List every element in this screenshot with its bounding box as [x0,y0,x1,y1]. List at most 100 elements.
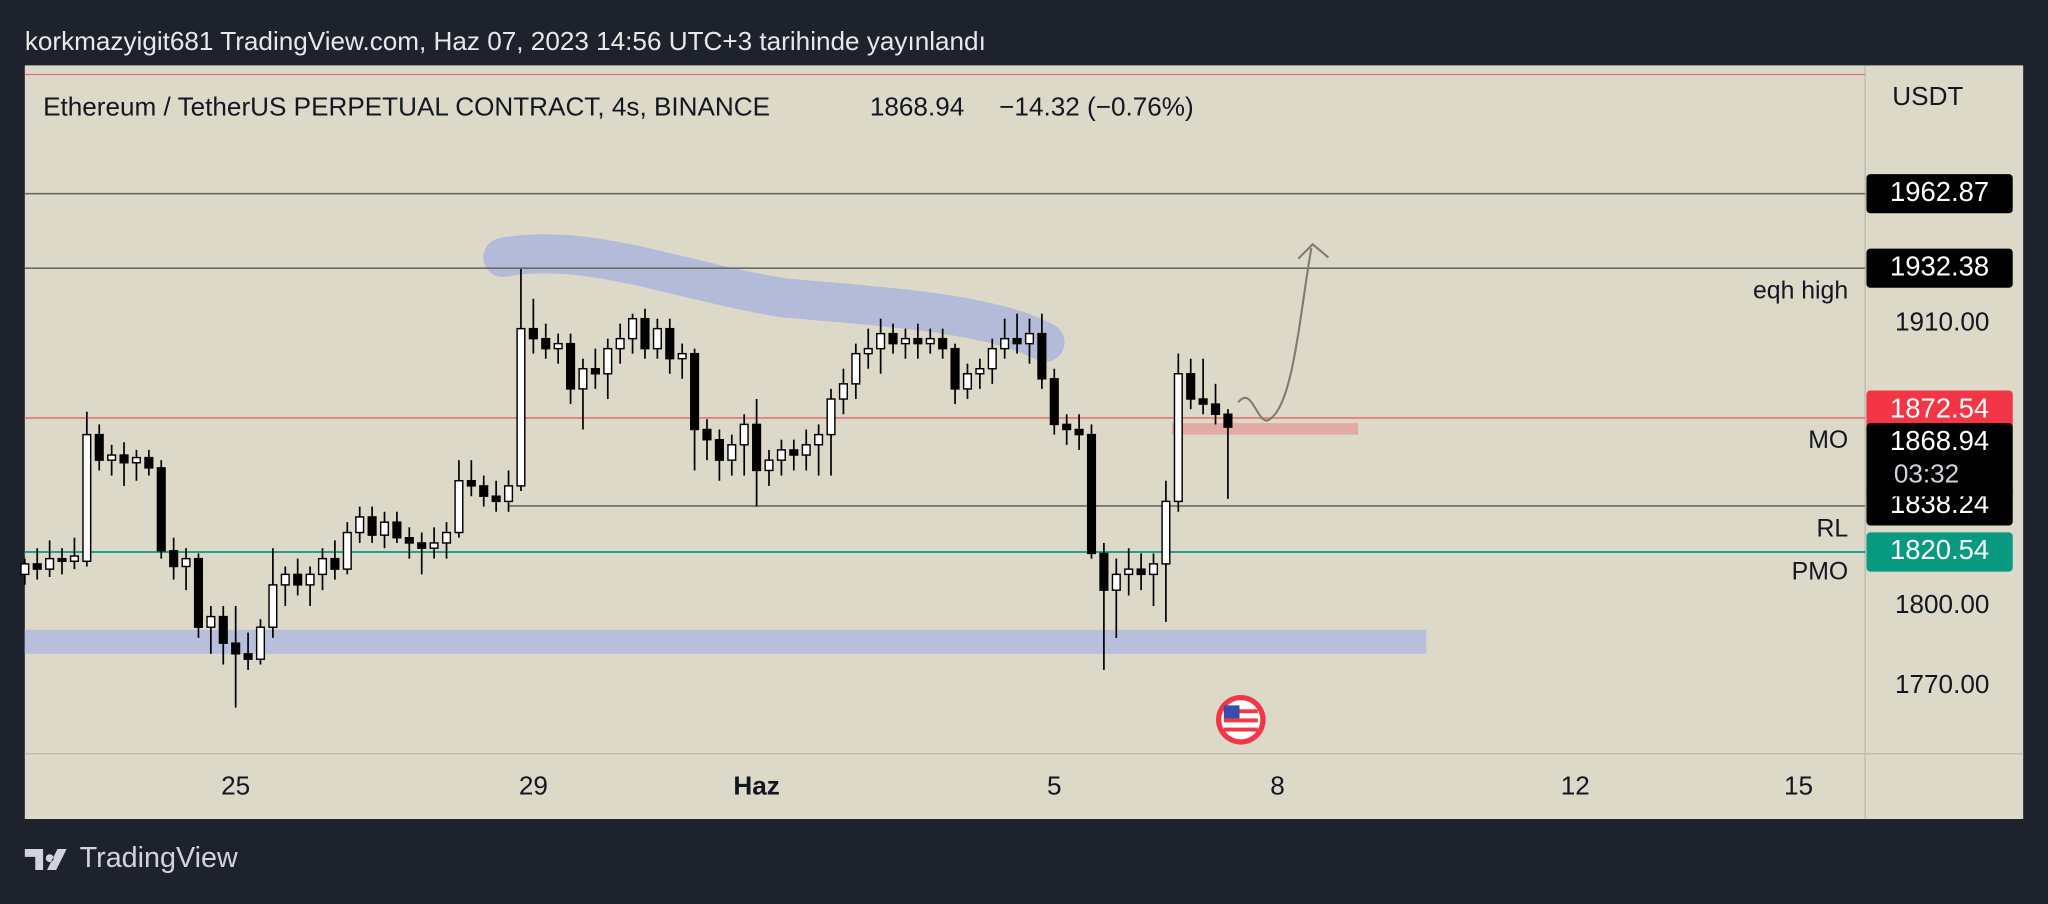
projection-arrow [1237,242,1329,422]
zones [24,423,1427,654]
y-tick-label: 1910.00 [1895,307,1989,337]
candle-body [987,347,997,370]
y-tick-label: 1770.00 [1895,669,1989,699]
candle-body [1173,373,1183,503]
candle-body [776,449,786,461]
candle-body [206,615,216,628]
candle-body [231,642,241,655]
level-price-tag-bg [1866,390,2013,430]
candle-body [962,373,973,390]
level-price-tag: 1820.54 [1890,534,1989,565]
candle-body [913,337,923,345]
level-price-tag-bg [1866,532,2013,572]
header: korkmazyigit681 TradingView.com, Haz 07,… [25,26,986,56]
level-annotation: eqh high [1753,277,1848,304]
level-price-tag: 1872.54 [1890,392,1989,423]
us-flag-icon [1216,694,1266,745]
candle-body [1000,337,1010,350]
candle-body [838,383,848,400]
candle-body [1111,573,1121,591]
candle-body [1049,378,1059,426]
footer-brand: TradingView [80,842,238,874]
x-tick-label: 15 [1784,771,1813,801]
candle-body [1136,568,1146,576]
last-price-tag-bg [1866,423,2013,497]
last-price-tag: 1868.94 [1890,425,1989,456]
level-annotation: PMO [1792,558,1848,585]
candle-body [119,454,129,464]
x-tick-label: 12 [1561,771,1590,801]
candle-body [479,485,489,497]
candle-body [764,459,774,472]
price-change: −14.32 (−0.76%) [999,91,1194,121]
candle-body [553,342,563,350]
candle-body [1186,373,1196,400]
candle-body [441,531,452,544]
candle-body [293,573,303,586]
candle-body [268,584,278,628]
candle-body [94,433,104,461]
highlight-stroke [483,234,1065,362]
candle-body [541,337,551,350]
candle-body [950,347,960,390]
candle-body [429,542,439,549]
candle-body [181,557,191,568]
candle-body [144,456,154,469]
candle-body [193,557,204,628]
candle-body [578,368,588,390]
candle-body [516,327,526,487]
candle-body [789,449,799,456]
candle-body [1099,552,1109,591]
candle-body [342,531,352,570]
level-annotation: RL [1816,515,1848,542]
x-tick-label: 29 [519,771,548,801]
bar-countdown: 03:32 [1894,458,1959,488]
currency: USDT [1892,81,1963,111]
candle-body [305,573,315,586]
symbol-legend: Ethereum / TetherUS PERPETUAL CONTRACT, … [43,91,770,121]
candle-body [1124,568,1134,576]
candle-body [69,555,79,562]
candle-body [32,563,42,570]
zone [24,629,1427,654]
candle-body [565,342,576,390]
candle-body [243,653,253,660]
candle-body [417,542,427,549]
candle-body [169,550,179,568]
level-price-tag-bg [1866,248,2013,288]
x-tick-label: 25 [221,771,250,801]
candle-body [491,495,501,503]
candle-body [355,516,365,534]
candle-body [752,423,762,472]
candle-body [863,347,873,355]
candle-body [615,337,625,350]
level-price-tag: 1962.87 [1890,176,1989,207]
candle-body [330,557,340,570]
candle-body [814,433,824,446]
candle-body [131,456,142,464]
candle-body [1074,428,1084,436]
candle-body [156,467,166,552]
candle-body [280,573,290,586]
candle-body [702,428,712,441]
candle-body [900,337,911,345]
last-price: 1868.94 [870,91,964,121]
candle-body [107,454,117,461]
y-tick-label: 1800.00 [1895,589,1989,619]
candle-body [503,485,514,503]
chart-panel [24,65,2024,820]
candle-body [826,398,836,436]
candle-body [876,332,886,350]
candle-body [727,444,737,461]
candle-body [528,327,538,340]
candle-body [851,352,861,385]
candle-body [925,337,935,345]
candle-body [82,433,92,562]
candle-body [665,327,675,360]
candle-body [1086,433,1097,555]
candle-body [1012,337,1022,345]
level-price-tag-bg [1866,174,2013,214]
candle-body [317,557,328,576]
